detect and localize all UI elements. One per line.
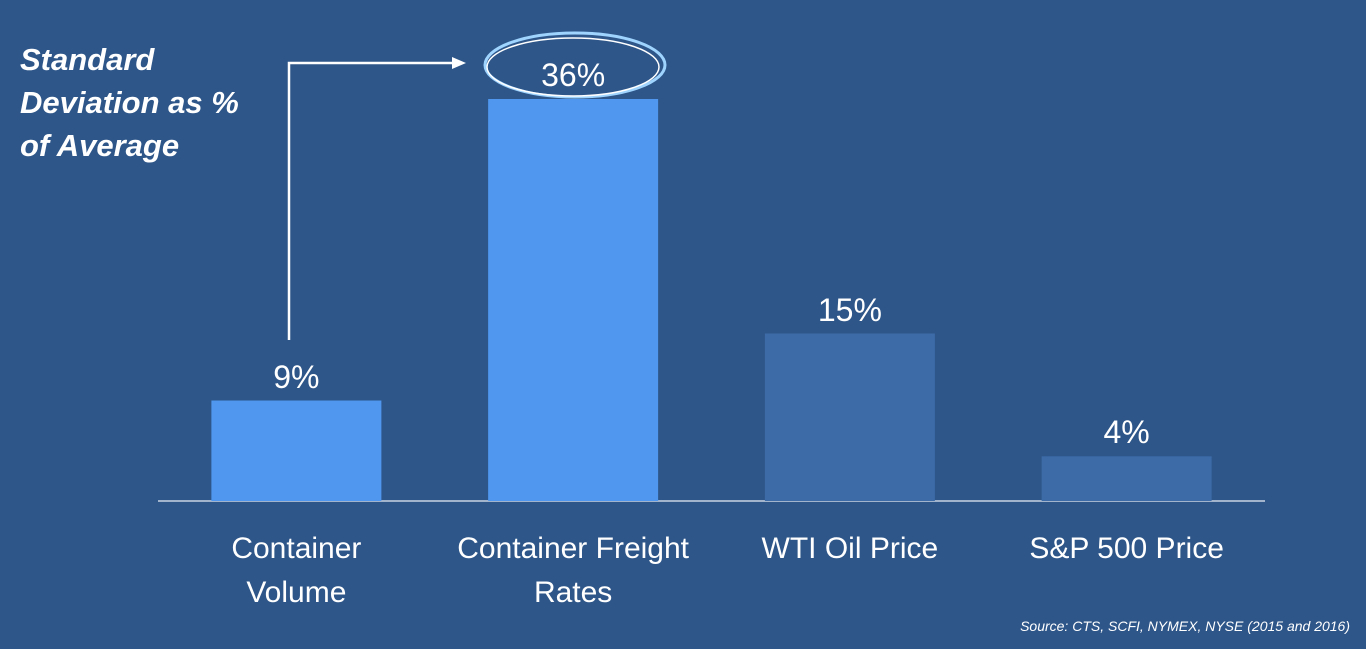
x-tick-label: S&P 500 Price [1029, 532, 1224, 565]
value-label: 9% [273, 358, 320, 395]
arrow-head [452, 57, 466, 69]
value-label: 15% [817, 291, 882, 328]
highlight-ellipse [486, 37, 660, 97]
x-tick-label: Container Volume [231, 532, 362, 609]
source-note: Source: CTS, SCFI, NYMEX, NYSE (2015 and… [1020, 618, 1350, 634]
bar [211, 400, 382, 501]
bar [1041, 456, 1212, 501]
x-tick-label: Container Freight Rates [457, 532, 690, 609]
arrow [287, 61, 455, 340]
value-label: 4% [1103, 414, 1150, 451]
bar [764, 333, 935, 501]
annotation-title: Standard Deviation as % of Average [20, 42, 239, 163]
highlight-ellipse [483, 31, 667, 99]
bar [488, 99, 659, 501]
value-label: 36% [541, 57, 606, 93]
x-tick-label: WTI Oil Price [761, 532, 939, 565]
